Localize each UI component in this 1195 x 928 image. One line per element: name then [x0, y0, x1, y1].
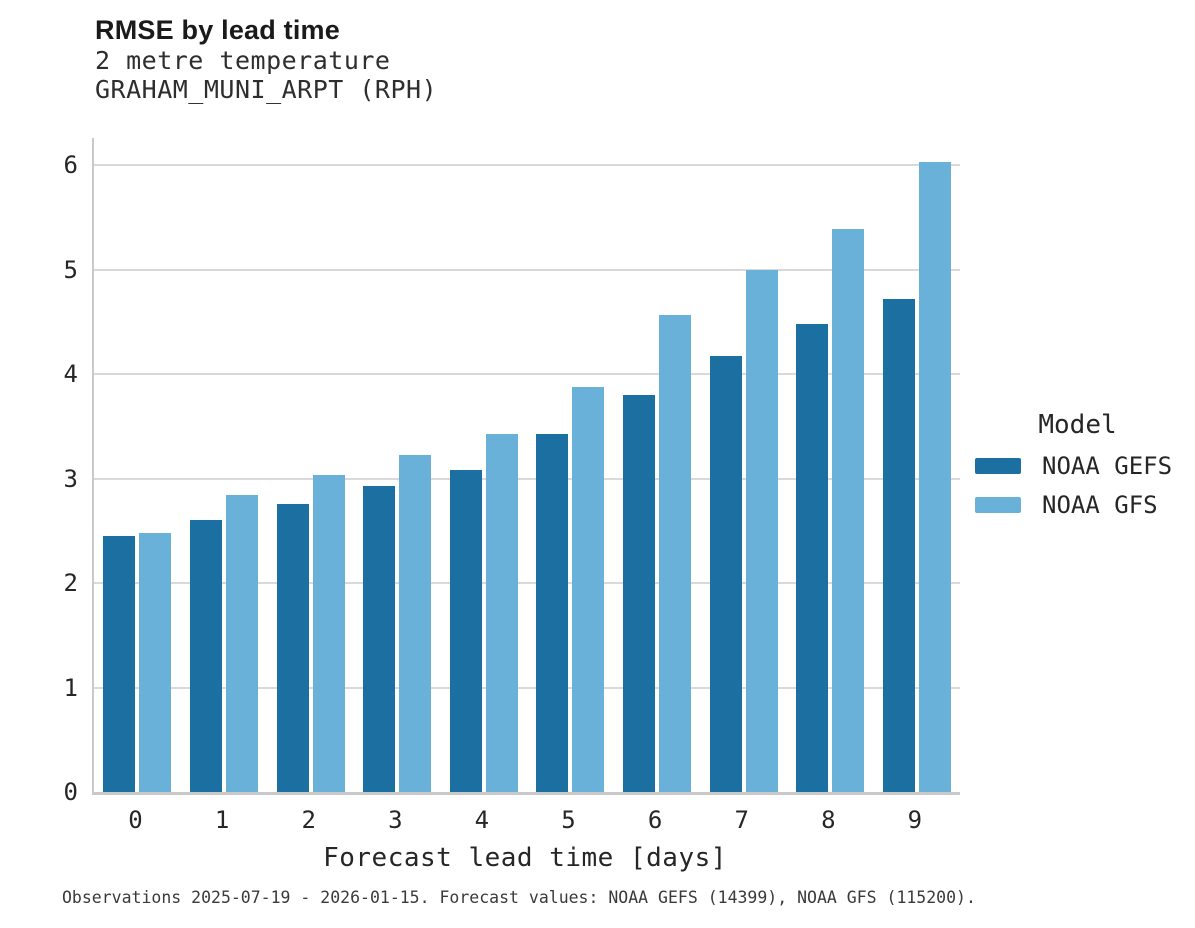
x-tick-label-6: 6: [647, 806, 663, 834]
gridline-y-5: [94, 268, 960, 271]
gridline-y-2: [94, 582, 960, 585]
chart-title: RMSE by lead time: [95, 15, 340, 45]
y-tick-label-5: 5: [63, 255, 78, 284]
bar-noaa-gfs-lead-7: [745, 269, 778, 792]
y-tick-label-0: 0: [63, 778, 78, 806]
bar-noaa-gefs-lead-1: [189, 520, 222, 792]
plot-area: RMSE [C]: [92, 138, 960, 795]
chart-subtitle-variable: 2 metre temperature: [95, 46, 391, 75]
x-tick-label-9: 9: [907, 806, 923, 834]
bar-noaa-gfs-lead-1: [225, 495, 258, 792]
bar-noaa-gefs-lead-4: [449, 470, 482, 792]
y-tick-label-6: 6: [63, 151, 78, 180]
x-tick-label-0: 0: [128, 806, 143, 834]
bar-noaa-gefs-lead-3: [363, 485, 396, 792]
bar-noaa-gefs-lead-7: [709, 356, 742, 792]
x-tick-label-7: 7: [734, 806, 749, 834]
y-tick-label-3: 3: [63, 464, 78, 493]
x-tick-label-3: 3: [388, 806, 403, 834]
bar-noaa-gfs-lead-4: [485, 433, 518, 792]
legend-swatch-icon: [975, 458, 1021, 474]
gridline-y-1: [94, 686, 960, 689]
bar-noaa-gfs-lead-2: [312, 475, 345, 792]
gridline-y-6: [94, 164, 960, 167]
x-tick-label-4: 4: [474, 806, 490, 834]
y-tick-label-1: 1: [63, 673, 78, 702]
bar-noaa-gfs-lead-0: [139, 532, 172, 792]
x-tick-label-1: 1: [214, 806, 230, 834]
x-axis-label: Forecast lead time [days]: [323, 843, 727, 873]
title-block: RMSE by lead time 2 metre temperature GR…: [95, 14, 437, 104]
legend-entry-noaa-gfs: NOAA GFS: [975, 491, 1180, 519]
x-tick-label-2: 2: [301, 806, 316, 834]
legend-label: NOAA GEFS: [1042, 452, 1173, 480]
gridline-y-3: [94, 477, 960, 480]
chart-subtitle-station: GRAHAM_MUNI_ARPT (RPH): [95, 75, 438, 104]
bar-noaa-gefs-lead-0: [103, 536, 136, 792]
x-tick-label-8: 8: [821, 806, 836, 834]
legend-entry-noaa-gefs: NOAA GEFS: [975, 452, 1180, 480]
y-tick-label-2: 2: [63, 569, 78, 598]
y-tick-label-4: 4: [63, 360, 78, 389]
legend: Model NOAA GEFS NOAA GFS: [975, 410, 1180, 530]
bar-noaa-gefs-lead-5: [536, 433, 569, 792]
bar-noaa-gefs-lead-6: [622, 395, 655, 792]
bar-noaa-gefs-lead-2: [276, 503, 309, 792]
gridline-y-4: [94, 373, 960, 376]
bar-noaa-gfs-lead-9: [918, 162, 951, 792]
legend-title: Model: [1038, 410, 1117, 440]
bar-noaa-gfs-lead-3: [399, 454, 432, 792]
bar-noaa-gefs-lead-9: [882, 298, 915, 792]
bar-noaa-gefs-lead-8: [796, 324, 829, 792]
bar-noaa-gfs-lead-8: [832, 228, 865, 792]
legend-label: NOAA GFS: [1042, 491, 1158, 519]
x-tick-label-5: 5: [561, 806, 576, 834]
legend-entries: NOAA GEFS NOAA GFS: [975, 452, 1180, 519]
bar-noaa-gfs-lead-6: [658, 314, 691, 792]
legend-swatch-icon: [975, 497, 1021, 513]
footer-caption: Observations 2025-07-19 - 2026-01-15. Fo…: [62, 888, 976, 907]
bar-noaa-gfs-lead-5: [572, 386, 605, 792]
